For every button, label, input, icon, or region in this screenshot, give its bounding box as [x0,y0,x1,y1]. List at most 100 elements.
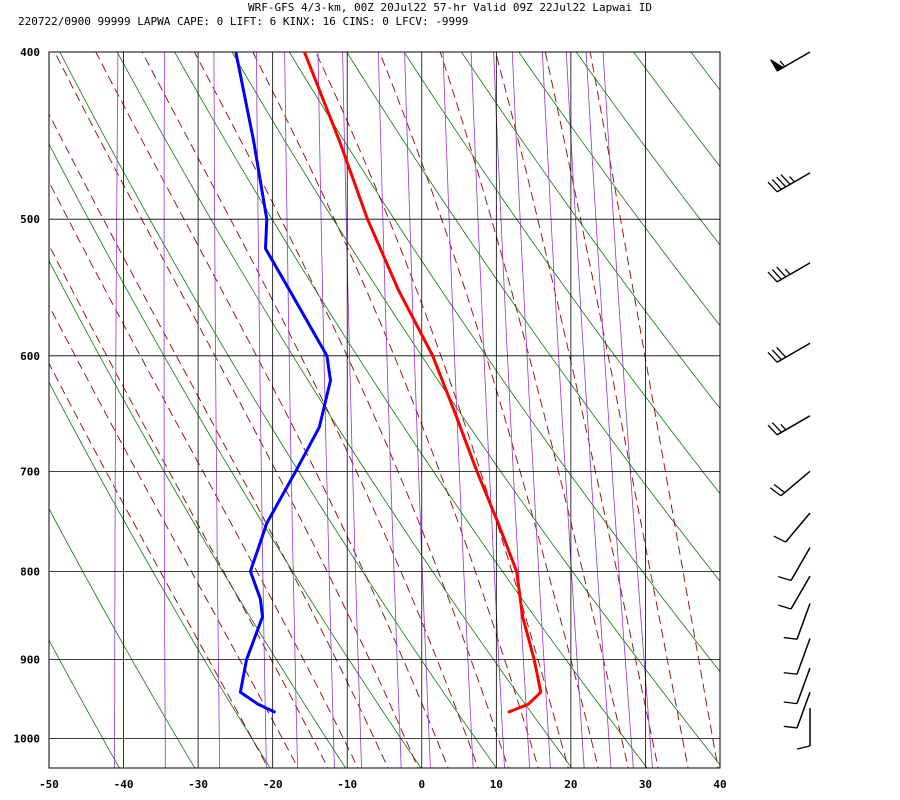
barb-staff [790,575,811,610]
wind-barb [778,547,811,582]
barb-staff [776,172,811,193]
barb-feather [771,179,782,190]
barb-feather [773,535,786,543]
mixing-ratio-line [284,52,298,768]
dry-adiabat [49,381,271,768]
barb-feather [776,176,787,188]
barb-feather [778,575,792,582]
wind-barbs [767,51,811,750]
barb-feather [771,422,782,433]
x-tick-label: 10 [490,778,503,791]
moist-adiabat [141,52,479,768]
dry-adiabat [690,52,720,91]
mixing-ratio-line [114,52,119,768]
wind-barb [767,172,811,193]
wind-barb [767,342,811,363]
mixing-ratio-line [442,52,474,768]
y-tick-label: 800 [20,565,40,578]
wind-barb [783,667,811,705]
dry-adiabat [790,33,900,775]
wind-barb [783,603,811,640]
barb-feather [773,484,786,494]
dry-adiabat [49,143,422,768]
mixing-ratio-line [585,52,634,768]
x-tick-label: -10 [337,778,357,791]
barb-feather [767,271,778,283]
wind-barb [778,575,811,610]
mixing-ratio-line [511,52,551,768]
mixing-ratio-line [541,52,585,768]
barb-feather [771,349,782,361]
dewpoint-line [234,52,332,714]
barb-feather [769,487,782,497]
y-tick-label: 400 [20,46,40,59]
barb-feather [776,266,787,278]
barb-staff [776,342,811,363]
dry-adiabat [59,52,497,768]
mixing-ratio-line [470,52,505,768]
barb-feather [771,269,782,280]
barb-feather [767,424,778,436]
y-tick-label: 900 [20,654,40,667]
barb-feather [776,347,787,358]
barb-feather [783,725,798,729]
barb-half-feather [784,268,791,275]
barb-pennant [770,59,785,72]
moist-adiabat [54,52,419,768]
y-tick-label: 1000 [14,733,41,746]
y-tick-label: 600 [20,350,40,363]
axis-ticks: -50 -40 -30 -20 -10 0 10 20 30 40 400 500 600 700 800 9… [14,46,727,791]
barb-half-feather [780,423,787,431]
barb-staff [796,691,811,729]
dry-adiabat [49,260,347,768]
x-tick-label: -40 [114,778,134,791]
dry-adiabat [346,52,720,582]
moist-adiabat [315,52,569,768]
dry-adiabat [49,639,120,768]
barb-feather [783,671,798,675]
y-tick-label: 500 [20,213,40,226]
dry-adiabat [633,52,720,168]
wind-barb [773,512,811,543]
dry-adiabat [49,507,196,768]
temperature-line [302,52,543,714]
barb-staff [796,638,811,675]
barb-feather [783,701,798,705]
barb-feather [796,745,811,750]
barb-half-feather [779,60,786,67]
x-tick-label: -20 [263,778,283,791]
plot-frame [48,51,721,769]
moist-adiabat [49,304,299,768]
x-tick-label: -50 [39,778,59,791]
chart-title: WRF-GFS 4/3-km, 00Z 20Jul22 57-hr Valid … [248,1,652,14]
wind-barb [783,691,811,729]
x-tick-label: -30 [188,778,208,791]
mixing-ratio-line [377,52,402,768]
barb-feather [778,604,792,610]
wind-barb [767,262,811,283]
moist-adiabat [589,52,719,768]
wind-barb [770,51,811,72]
barb-staff [790,547,811,581]
sounding-indices: 220722/0900 99999 LAPWA CAPE: 0 LIFT: 6 … [18,15,468,28]
x-tick-label: 30 [639,778,652,791]
moist-adiabat [49,113,389,768]
x-tick-label: 40 [713,778,726,791]
mixing-ratio-line [163,52,166,768]
moist-adiabat [49,362,269,768]
sounding-profiles [234,52,543,714]
dry-adiabat [847,33,900,775]
x-tick-label: 20 [564,778,577,791]
barb-staff [780,470,811,497]
moist-adiabat [95,52,449,768]
barb-staff [776,415,811,436]
mixing-ratio-line [213,52,221,768]
dry-adiabat [174,52,648,768]
mixing-ratio-line [404,52,431,768]
moist-adiabat [49,180,359,768]
wind-barb [769,470,811,497]
barb-feather [767,181,778,193]
moist-adiabat [495,52,659,768]
barb-staff [796,667,811,704]
